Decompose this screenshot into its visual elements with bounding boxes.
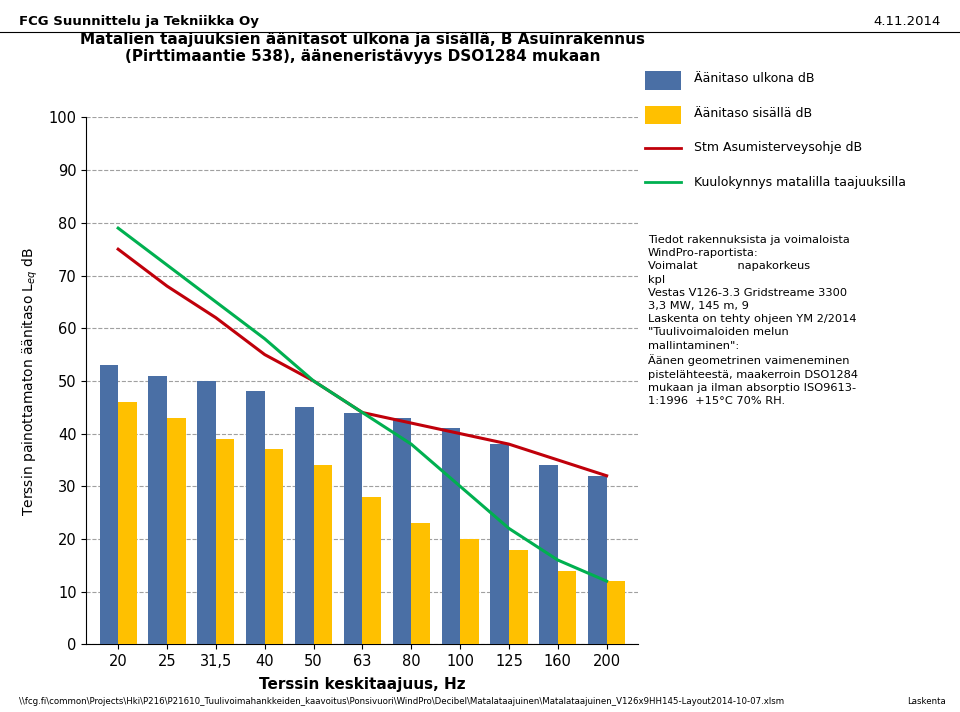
Bar [460, 539, 479, 644]
Bar [198, 381, 216, 644]
Bar [509, 550, 527, 644]
FancyBboxPatch shape [644, 105, 682, 125]
FancyBboxPatch shape [644, 71, 682, 90]
Text: Äänitaso ulkona dB: Äänitaso ulkona dB [694, 73, 814, 85]
Bar [442, 429, 460, 644]
Bar [411, 523, 430, 644]
Bar [540, 465, 558, 644]
Bar [491, 444, 509, 644]
Bar [558, 570, 576, 644]
Bar [118, 402, 136, 644]
Text: Stm Asumisterveysohje dB: Stm Asumisterveysohje dB [694, 141, 862, 155]
Bar [295, 407, 314, 644]
Bar [607, 581, 625, 644]
Bar [344, 412, 362, 644]
Y-axis label: Terssin painottamaton äänitaso L$_{eq}$ dB: Terssin painottamaton äänitaso L$_{eq}$ … [21, 246, 40, 515]
Bar [149, 376, 167, 644]
Text: \\fcg.fi\common\Projects\Hki\P216\P21610_Tuulivoimahankkeiden_kaavoitus\Ponsivuo: \\fcg.fi\common\Projects\Hki\P216\P21610… [19, 697, 784, 706]
Text: FCG Suunnittelu ja Tekniikka Oy: FCG Suunnittelu ja Tekniikka Oy [19, 15, 259, 28]
Text: 4.11.2014: 4.11.2014 [874, 15, 941, 28]
Bar [265, 449, 283, 644]
Bar [100, 365, 118, 644]
Bar [393, 418, 411, 644]
Text: Matalien taajuuksien äänitasot ulkona ja sisällä, B Asuinrakennus
(Pirttimaantie: Matalien taajuuksien äänitasot ulkona ja… [80, 32, 645, 65]
Text: Äänitaso sisällä dB: Äänitaso sisällä dB [694, 107, 812, 120]
X-axis label: Terssin keskitaajuus, Hz: Terssin keskitaajuus, Hz [259, 677, 466, 692]
Text: Kuulokynnys matalilla taajuuksilla: Kuulokynnys matalilla taajuuksilla [694, 176, 905, 189]
Bar [216, 439, 234, 644]
Bar [588, 476, 607, 644]
Bar [362, 497, 381, 644]
Bar [314, 465, 332, 644]
Bar [246, 392, 265, 644]
Text: Laskenta: Laskenta [907, 697, 946, 706]
Text: Tiedot rakennuksista ja voimaloista
WindPro-raportista:
Voimalat           napak: Tiedot rakennuksista ja voimaloista Wind… [648, 235, 858, 406]
Bar [167, 418, 185, 644]
